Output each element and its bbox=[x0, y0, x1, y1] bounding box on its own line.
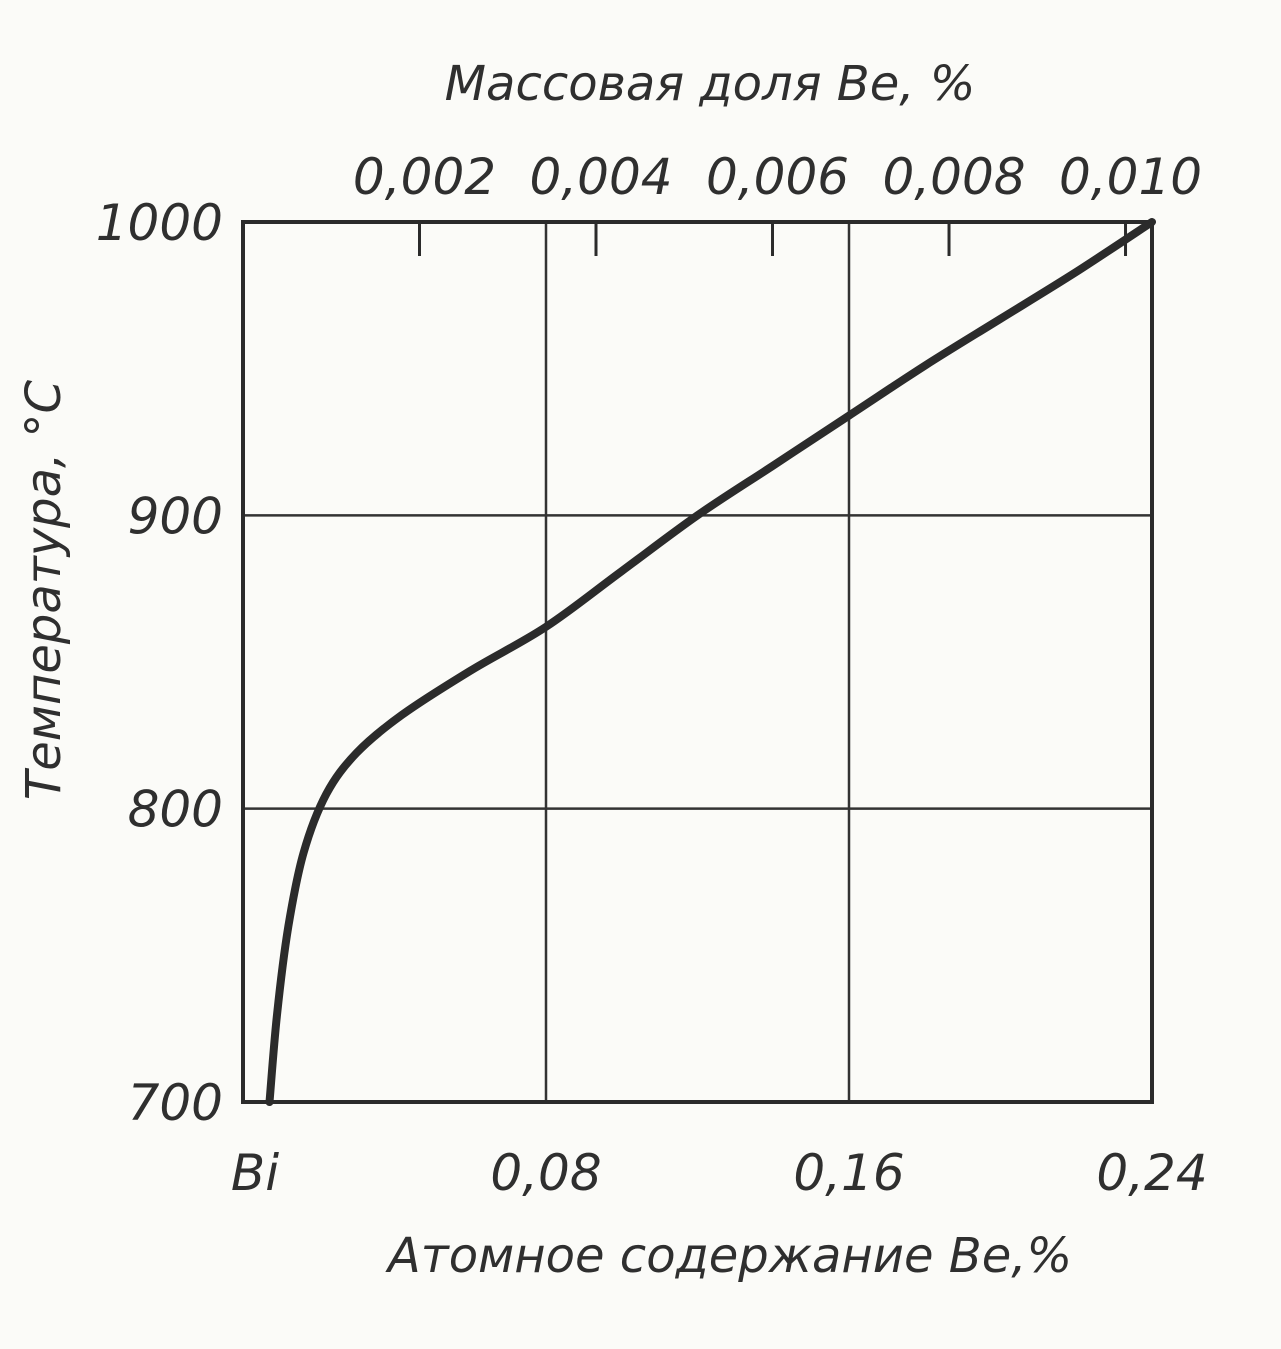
x2-tick-label: 0,002 bbox=[353, 148, 496, 206]
grid bbox=[243, 222, 1152, 1102]
y-tick-label: 700 bbox=[128, 1074, 223, 1132]
x2-tick-label: 0,004 bbox=[529, 148, 672, 206]
x2-tick-label: 0,008 bbox=[882, 148, 1025, 206]
y-tick-label: 1000 bbox=[96, 194, 223, 252]
plot-frame bbox=[241, 220, 1154, 1104]
y-tick-labels: 700 800 900 1000 bbox=[96, 194, 223, 1132]
series bbox=[265, 218, 1156, 1106]
y-axis-title: Температура, °C bbox=[16, 379, 72, 800]
x-tick-label: 0,16 bbox=[793, 1144, 904, 1202]
x-tick-label: 0,24 bbox=[1096, 1144, 1207, 1202]
y-tick-label: 800 bbox=[128, 781, 223, 839]
series-line bbox=[265, 218, 1156, 1106]
y-tick-label: 900 bbox=[128, 487, 223, 545]
x2-tick-labels: 0,002 0,004 0,006 0,008 0,010 bbox=[353, 148, 1202, 206]
x2-axis-title: Массовая доля Be, % bbox=[445, 56, 976, 112]
x2-tick-label: 0,010 bbox=[1059, 148, 1202, 206]
x-axis-title: Атомное содержание Be,% bbox=[385, 1228, 1072, 1284]
x-tick-label: Bi bbox=[231, 1144, 279, 1202]
x2-tick-label: 0,006 bbox=[706, 148, 849, 206]
tick-marks bbox=[418, 222, 1128, 256]
x-tick-labels: Bi 0,08 0,16 0,24 bbox=[231, 1144, 1208, 1202]
x-tick-label: 0,08 bbox=[490, 1144, 601, 1202]
